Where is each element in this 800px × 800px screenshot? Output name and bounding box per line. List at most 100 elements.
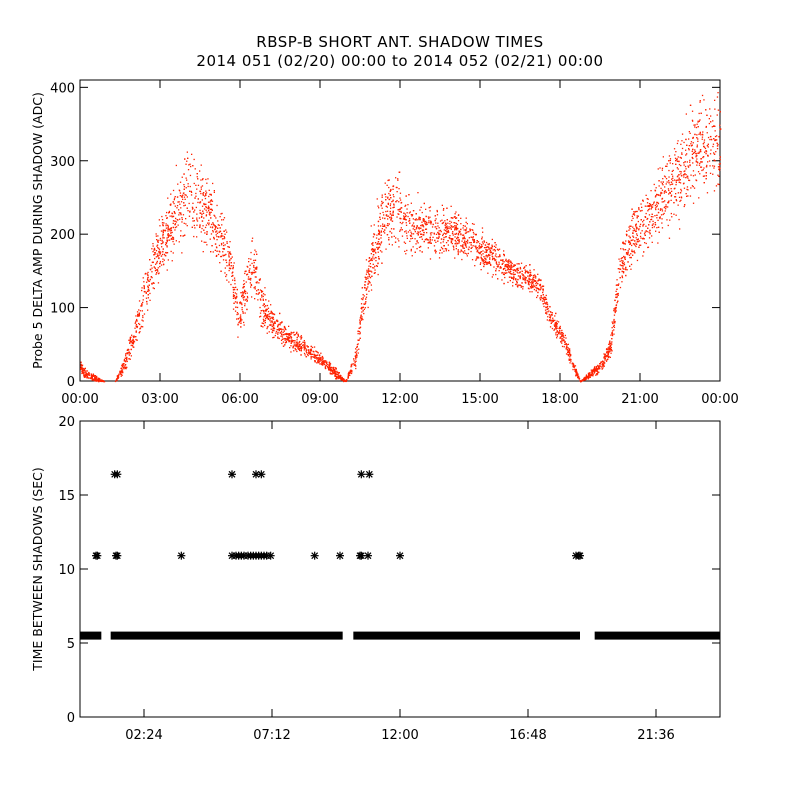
data-point — [496, 263, 498, 265]
data-point — [86, 370, 88, 372]
data-point — [371, 257, 373, 260]
data-point — [367, 276, 369, 278]
data-point — [702, 156, 704, 159]
data-point — [650, 219, 652, 221]
data-point — [699, 119, 701, 121]
data-point — [194, 168, 196, 170]
data-point — [359, 337, 361, 339]
data-point — [318, 362, 320, 364]
data-point — [661, 189, 664, 191]
data-point — [210, 251, 212, 253]
data-point — [185, 223, 187, 225]
data-point — [564, 343, 566, 346]
data-point — [709, 172, 712, 174]
data-point — [149, 259, 151, 261]
data-point — [395, 201, 397, 203]
data-point — [429, 242, 431, 244]
data-point — [291, 341, 294, 343]
data-point — [210, 193, 212, 196]
data-point — [524, 272, 526, 274]
data-point — [435, 241, 437, 243]
data-point — [657, 219, 659, 221]
data-point — [355, 353, 357, 355]
data-point — [528, 281, 530, 284]
data-point — [224, 272, 226, 274]
data-point — [134, 336, 136, 338]
data-point — [404, 205, 406, 207]
data-point — [438, 257, 441, 259]
data-point — [418, 246, 421, 248]
data-point — [169, 204, 171, 206]
data-point — [235, 286, 237, 288]
data-point — [157, 255, 159, 258]
data-point — [359, 332, 361, 334]
data-point — [184, 158, 186, 160]
data-point — [147, 276, 149, 278]
data-point — [368, 275, 370, 277]
data-point — [696, 134, 698, 136]
data-point — [393, 204, 395, 206]
data-point — [278, 329, 280, 332]
data-point — [318, 359, 320, 362]
data-point — [455, 225, 457, 227]
data-point — [224, 254, 226, 256]
data-point — [210, 199, 213, 201]
data-point — [242, 312, 244, 314]
data-point — [392, 211, 394, 213]
data-point — [418, 226, 420, 229]
data-point — [683, 173, 685, 176]
data-point — [375, 237, 378, 239]
data-point — [354, 364, 356, 366]
data-point — [545, 294, 547, 297]
data-point — [464, 237, 466, 240]
data-point — [94, 376, 96, 378]
data-point — [629, 228, 631, 230]
data-point — [497, 266, 499, 268]
data-point — [695, 155, 697, 157]
data-point — [264, 310, 267, 312]
data-point — [253, 266, 255, 268]
data-point — [538, 288, 540, 290]
data-point — [245, 298, 247, 300]
data-point — [149, 268, 151, 270]
data-point — [470, 236, 472, 238]
data-point — [260, 291, 263, 293]
data-point — [210, 233, 213, 235]
data-point — [660, 208, 662, 210]
data-point — [371, 259, 373, 261]
data-point — [300, 337, 303, 339]
data-point — [578, 376, 580, 378]
data-point — [134, 327, 136, 329]
data-point — [298, 342, 300, 344]
data-point — [584, 378, 587, 380]
data-point — [539, 289, 541, 291]
data-point — [719, 163, 721, 165]
data-point — [266, 308, 268, 311]
data-point — [478, 245, 480, 247]
data-point — [131, 343, 133, 345]
data-point — [290, 341, 293, 343]
data-point — [196, 217, 198, 219]
data-point — [575, 375, 577, 377]
data-point — [141, 310, 143, 312]
data-point — [176, 205, 179, 207]
data-point — [366, 288, 368, 290]
data-point — [446, 228, 449, 230]
data-point — [642, 221, 644, 223]
data-point — [460, 217, 462, 219]
data-point — [201, 213, 203, 216]
data-point — [686, 195, 688, 197]
data-point — [406, 235, 408, 237]
data-point — [428, 221, 430, 224]
data-point — [385, 248, 387, 250]
data-point — [588, 372, 590, 375]
data-point — [366, 287, 368, 289]
data-point — [524, 276, 526, 278]
data-point — [429, 240, 431, 242]
data-point — [611, 321, 613, 323]
x-tick-label: 12:00 — [381, 392, 418, 407]
data-point — [116, 379, 118, 381]
data-point — [179, 195, 181, 197]
data-point — [450, 241, 452, 244]
